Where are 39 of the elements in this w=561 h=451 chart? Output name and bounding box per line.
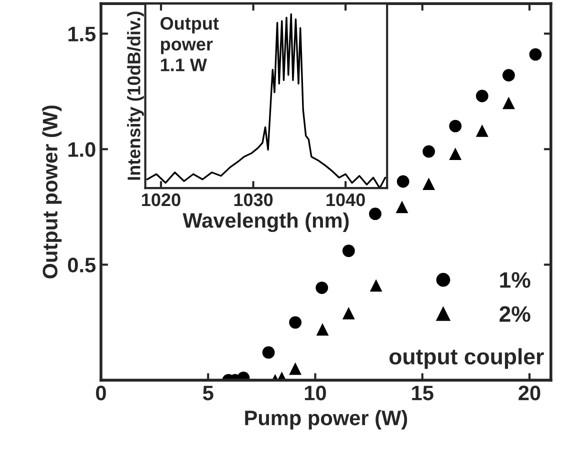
- y-tick-label: 1.0: [68, 142, 96, 157]
- point: [422, 145, 435, 158]
- point: [476, 90, 488, 102]
- annotation: output coupler: [390, 348, 544, 369]
- legend-label: 2%: [500, 306, 530, 322]
- point: [370, 279, 382, 292]
- point: [476, 124, 488, 137]
- y-tick-label: 0.5: [68, 258, 96, 272]
- point: [449, 148, 462, 160]
- point: [342, 244, 355, 258]
- x-axis-title: Pump power (W): [245, 410, 408, 430]
- point: [502, 96, 515, 110]
- x-tick-label: 20: [518, 386, 540, 400]
- point: [262, 346, 275, 359]
- point: [316, 323, 329, 336]
- x-tick-label: 10: [304, 386, 326, 400]
- legend-label: 1%: [500, 272, 530, 288]
- point: [369, 208, 382, 220]
- point: [396, 200, 408, 214]
- point: [502, 69, 515, 82]
- point: [422, 178, 435, 190]
- point: [342, 306, 355, 320]
- x-tick-label: 1020: [142, 193, 180, 206]
- point: [316, 282, 328, 294]
- y-tick-label: 1.5: [68, 26, 96, 42]
- y-axis-title: Intensity (10dB/div.): [127, 12, 144, 180]
- x-tick-label: 0: [96, 386, 106, 400]
- point: [529, 48, 542, 61]
- point: [289, 316, 302, 329]
- x-tick-label: 1040: [326, 193, 365, 206]
- x-tick-label: 5: [202, 386, 214, 400]
- point: [396, 175, 410, 188]
- x-axis-title: Wavelength (nm): [182, 212, 349, 232]
- point: [289, 362, 302, 375]
- annotation: Output power 1.1 W: [160, 16, 219, 72]
- x-tick-label: 1030: [234, 193, 273, 206]
- x-tick-label: 15: [412, 386, 434, 400]
- y-axis-title: Output power (W): [42, 106, 62, 278]
- point: [449, 120, 462, 132]
